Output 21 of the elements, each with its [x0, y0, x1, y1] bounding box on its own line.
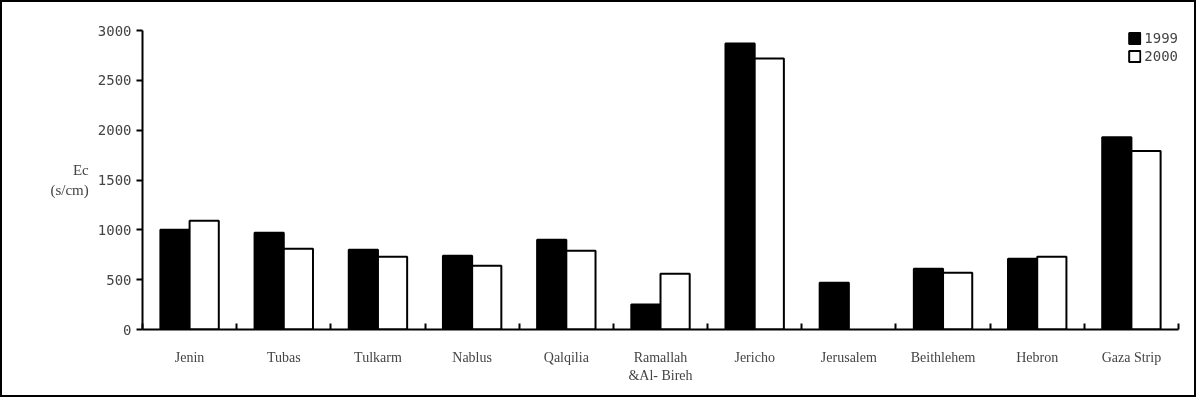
- x-tick-label: Gaza Strip: [1101, 349, 1162, 365]
- y-tick-label: 500: [106, 271, 132, 288]
- x-tick-label: Hebron: [1016, 349, 1059, 365]
- legend-label: 1999: [1144, 30, 1178, 46]
- x-tick-label: Jenin: [174, 349, 205, 365]
- x-tick-label: Nablus: [452, 349, 492, 365]
- y-tick-label: 1500: [97, 172, 132, 188]
- x-tick-label: Jericho: [734, 349, 775, 365]
- y-tick-label: 2500: [97, 72, 132, 89]
- y-tick-label: 3000: [97, 22, 132, 39]
- x-tick-label: Beithlehem: [910, 349, 976, 365]
- x-tick-label: Tulkarm: [354, 349, 402, 365]
- x-tick-label: Qalqilia: [543, 349, 590, 365]
- x-tick-label: Ramallah &Al- Bireh: [628, 349, 693, 383]
- legend-label: 2000: [1144, 48, 1178, 64]
- y-axis-title: Ec (s/cm): [50, 162, 90, 199]
- y-tick-label: 1000: [97, 221, 132, 238]
- x-tick-label: Tubas: [266, 349, 301, 365]
- y-tick-label: 0: [123, 321, 132, 338]
- x-tick-label: Jerusalem: [820, 349, 877, 365]
- y-tick-label: 2000: [97, 122, 132, 139]
